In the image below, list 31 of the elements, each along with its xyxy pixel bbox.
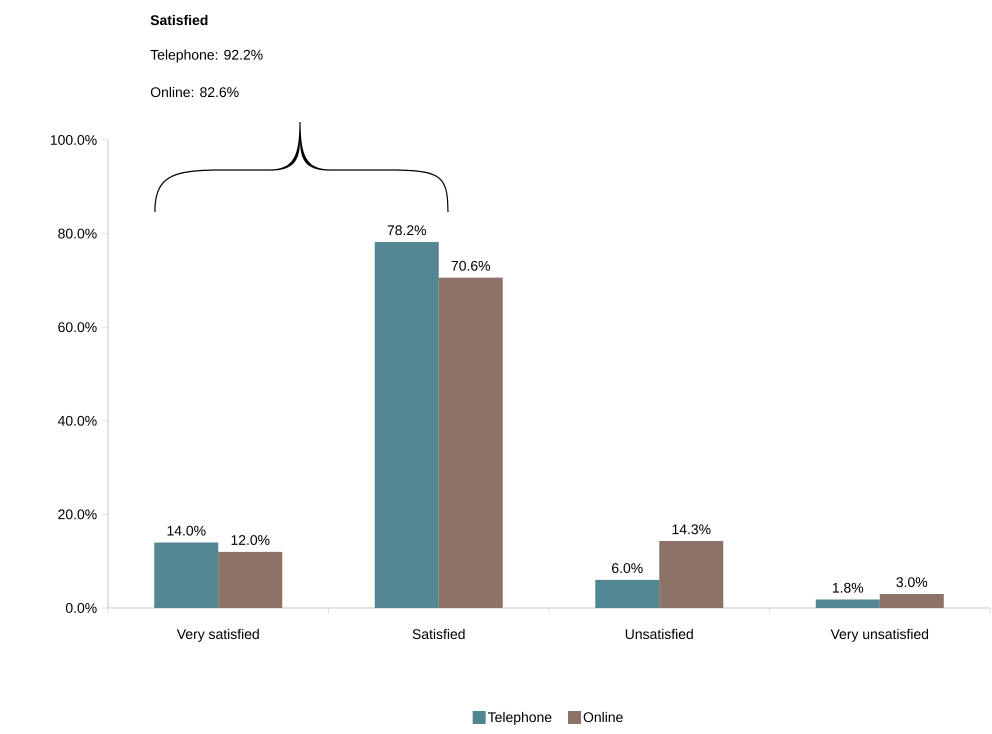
bar [154, 542, 218, 608]
data-label: 1.8% [832, 582, 864, 593]
bar [659, 541, 724, 608]
legend-label: Online [584, 712, 623, 722]
bar [374, 242, 439, 608]
bar [438, 278, 503, 608]
text: Telephone: 92.2% [150, 49, 263, 62]
y-tick-label: 40.0% [58, 416, 97, 426]
data-label: 6.0% [612, 563, 643, 574]
x-tick-label: Very satisfied [176, 628, 259, 642]
y-tick-label: 60.0% [58, 322, 97, 332]
x-tick-label: Unsatisfied [626, 628, 693, 640]
legend-label: Telephone [488, 712, 552, 725]
data-label: 14.0% [168, 526, 206, 536]
data-label: 70.6% [452, 260, 490, 271]
y-tick-label: 100.0% [50, 135, 97, 145]
y-tick-label: 0.0% [66, 603, 97, 613]
data-label: 14.3% [672, 524, 711, 534]
bar [816, 600, 880, 608]
x-tick-label: Very unsatisfied [830, 628, 928, 642]
bar [595, 580, 660, 608]
y-tick-label: 20.0% [58, 509, 97, 520]
data-label: 12.0% [232, 535, 270, 545]
data-label: 78.2% [388, 225, 426, 236]
bar [880, 594, 944, 608]
y-tick-label: 80.0% [58, 228, 97, 239]
text: Satisfied [150, 14, 208, 26]
x-tick-label: Satisfied [412, 628, 465, 640]
data-label: 3.0% [896, 577, 928, 588]
text: Online: 82.6% [150, 86, 239, 98]
bar [218, 552, 282, 608]
